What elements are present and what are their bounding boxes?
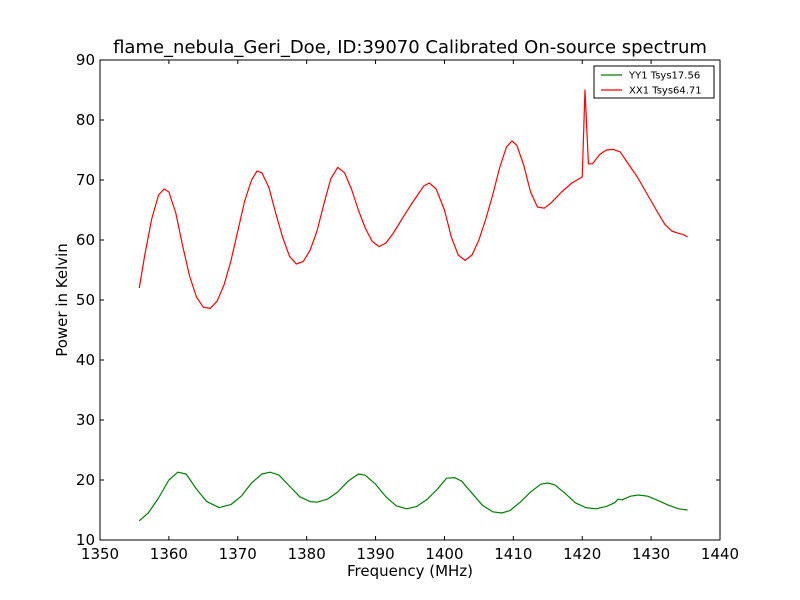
y-axis: 10 20 30 40 50 60 70 80 90 <box>76 51 720 549</box>
y-axis-label: Power in Kelvin <box>53 243 71 357</box>
chart-title: flame_nebula_Geri_Doe, ID:39070 Calibrat… <box>113 37 707 58</box>
x-tick-label: 1420 <box>563 545 601 563</box>
legend-box <box>593 65 715 99</box>
x-tick-label: 1400 <box>425 545 463 563</box>
y-tick-label: 60 <box>76 231 95 249</box>
y-tick-label: 90 <box>76 51 95 69</box>
x-tick-label: 1430 <box>632 545 670 563</box>
y-tick-label: 70 <box>76 171 95 189</box>
x-tick-label: 1440 <box>701 545 739 563</box>
legend-label-yy1: YY1 Tsys17.56 <box>628 71 700 82</box>
legend-label-xx1: XX1 Tsys64.71 <box>629 86 702 97</box>
y-tick-label: 50 <box>76 291 95 309</box>
y-tick-label: 10 <box>76 531 95 549</box>
x-tick-label: 1410 <box>494 545 532 563</box>
series-line-xx1 <box>138 89 688 309</box>
x-tick-label: 1390 <box>356 545 394 563</box>
y-tick-label: 20 <box>76 471 95 489</box>
series-layer <box>138 89 688 522</box>
x-tick-label: 1380 <box>288 545 326 563</box>
x-tick-label: 1370 <box>219 545 257 563</box>
y-tick-label: 30 <box>76 411 95 429</box>
x-tick-label: 1350 <box>81 545 119 563</box>
y-tick-label: 40 <box>76 351 95 369</box>
x-axis-label: Frequency (MHz) <box>347 562 473 580</box>
x-axis: 1350 1360 1370 1380 1390 1400 1410 1420 1430 1440 <box>81 60 739 563</box>
x-tick-label: 1360 <box>150 545 188 563</box>
legend: YY1 Tsys17.56 XX1 Tsys64.71 <box>593 65 715 99</box>
series-line-yy1 <box>138 471 688 522</box>
y-tick-label: 80 <box>76 111 95 129</box>
